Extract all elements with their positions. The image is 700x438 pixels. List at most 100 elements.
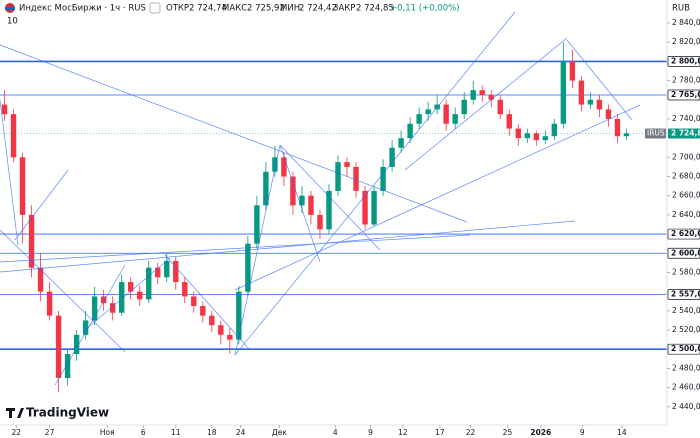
y-tick-label: 2 660,00 <box>672 191 700 200</box>
x-tick-label: 14 <box>617 428 627 437</box>
indicator-count[interactable]: 10 <box>7 17 18 27</box>
candle-body <box>127 282 134 292</box>
level-tag <box>667 89 700 101</box>
candle-body <box>416 114 422 124</box>
ohlc-value: 2 724,85 <box>356 4 394 14</box>
x-tick-label: 27 <box>45 428 55 437</box>
candle-body <box>281 157 287 177</box>
y-tick-label: 2 700,00 <box>672 152 700 161</box>
candle-body <box>524 133 530 139</box>
candle-body <box>506 114 512 129</box>
ohlc-label: ЗАКР <box>333 4 355 14</box>
candle-body <box>100 296 107 304</box>
candle-body <box>64 354 71 378</box>
candle-body <box>479 90 485 95</box>
candle-body <box>353 166 359 191</box>
candle-body <box>118 282 125 313</box>
candle-body <box>398 138 404 148</box>
candle-body <box>263 171 269 206</box>
y-tick-label: 2 680,00 <box>672 172 700 181</box>
ohlc-label: МАКС <box>222 4 247 14</box>
candle-body <box>55 315 62 378</box>
candle-body <box>533 133 540 141</box>
candle-body <box>596 99 603 110</box>
y-tick-label: 2 480,00 <box>672 363 700 372</box>
level-label: 2 557,00 <box>671 290 700 299</box>
candle-body <box>209 315 215 326</box>
candle-body <box>37 267 44 292</box>
x-tick-label: 18 <box>207 428 217 437</box>
y-tick-label: 2 840,00 <box>672 18 700 27</box>
candle-body <box>614 118 621 137</box>
price-tag-bg <box>668 128 700 139</box>
candle-body <box>218 325 224 335</box>
ohlc-label: ОТКР <box>166 4 189 14</box>
x-tick-label: 25 <box>503 428 513 437</box>
logo-icon <box>6 408 24 418</box>
x-tick-label: 9 <box>368 428 373 437</box>
level-label: 2 620,00 <box>671 229 700 238</box>
candle-body <box>542 136 549 141</box>
level-label: 2 765,00 <box>671 90 700 99</box>
x-tick-label: 12 <box>398 428 408 437</box>
candle-body <box>470 90 476 100</box>
candle-body <box>362 190 368 225</box>
candle-body <box>443 104 449 124</box>
candle-body <box>191 296 197 307</box>
level-tag <box>667 289 700 300</box>
level-tag <box>667 247 700 259</box>
y-tick-label: 2 580,00 <box>672 267 700 276</box>
x-tick-label: 4 <box>333 428 338 437</box>
y-tick-label: 2 640,00 <box>672 210 700 219</box>
candle-body <box>28 214 35 268</box>
candle-body <box>461 99 467 115</box>
x-tick-label: 2026 <box>530 428 551 437</box>
y-tick-label: 2 460,00 <box>672 383 700 392</box>
ticker-tag: IRUS <box>647 128 665 137</box>
candle-body <box>488 94 494 100</box>
candle-body <box>254 205 260 244</box>
x-tick-label: Ноя <box>100 428 115 437</box>
x-tick-label: 24 <box>236 428 246 437</box>
x-tick-label: 22 <box>466 428 476 437</box>
header: Индекс МосБиржи · 1ч · RUS ОТКР 2 724,74… <box>5 2 690 420</box>
candle-body <box>425 109 431 115</box>
y-tick-label: 2 440,00 <box>672 402 700 411</box>
candle-body <box>497 99 503 115</box>
candle-body <box>569 61 576 81</box>
ohlc-value: 2 724,42 <box>299 4 337 14</box>
candle-body <box>407 123 413 139</box>
candle-body <box>19 157 26 215</box>
ohlc-value: 2 725,92 <box>247 4 285 14</box>
candle-body <box>587 99 594 105</box>
candle-body <box>578 80 585 105</box>
ohlc-value: 2 724,74 <box>189 4 227 14</box>
level-tag <box>667 343 700 355</box>
candle-body <box>272 157 278 172</box>
candle-body <box>344 162 350 167</box>
price-tag: 2 724,85 <box>671 128 700 137</box>
flag-icon <box>5 7 15 10</box>
candle-body <box>317 214 323 230</box>
symbol: Индекс МосБиржи · 1ч · RUS <box>19 4 146 14</box>
candle-body <box>380 166 386 191</box>
candle-body <box>326 190 332 230</box>
level-label: 2 600,00 <box>671 248 700 257</box>
candle-body <box>452 114 458 124</box>
candle-body <box>389 147 395 167</box>
currency: RUB <box>672 4 690 14</box>
x-tick-label: 9 <box>580 428 585 437</box>
trend-lines <box>0 11 641 386</box>
logo: TradingView <box>26 406 109 420</box>
x-tick-label: 17 <box>435 428 445 437</box>
compare-button[interactable] <box>149 2 161 14</box>
y-tick-label: 2 820,00 <box>672 37 700 46</box>
candle-body <box>200 306 206 316</box>
plot <box>0 42 667 393</box>
candle-body <box>308 195 314 215</box>
y-tick-label: 2 740,00 <box>672 114 700 123</box>
candle-body <box>605 109 612 119</box>
ticker-tag-bg <box>645 128 666 139</box>
x-tick-label: 22 <box>11 428 21 437</box>
